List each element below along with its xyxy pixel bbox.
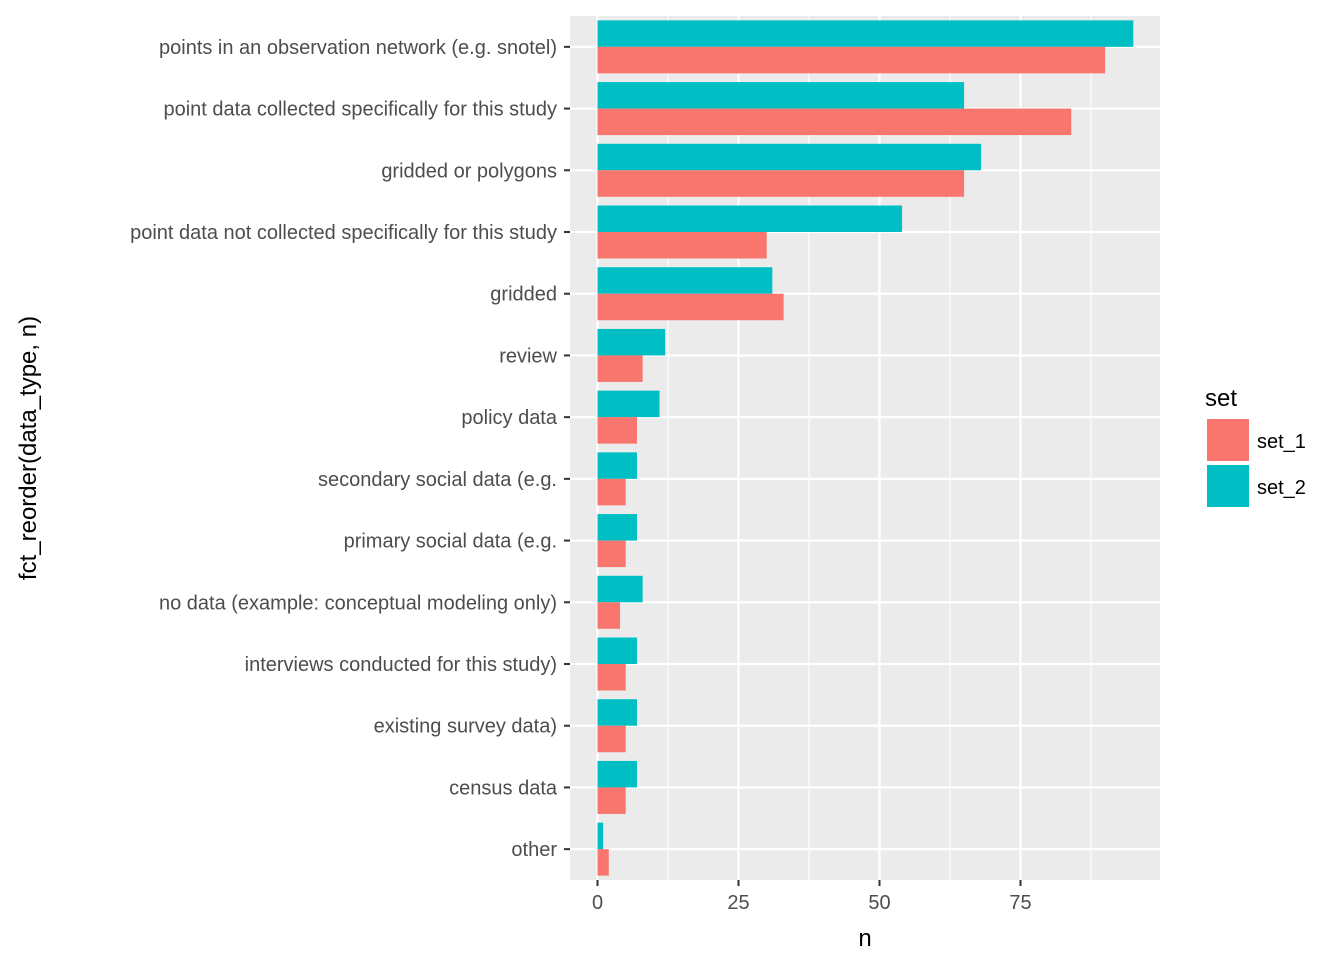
x-axis: 0 25 50 75 [592, 880, 1032, 914]
y-tick-label: gridded or polygons [381, 160, 557, 182]
legend-label: set_1 [1257, 431, 1306, 453]
bar-set_1 [597, 108, 1072, 136]
y-tick-label: census data [449, 777, 558, 799]
bar-set_1 [597, 602, 621, 629]
bar-set_2 [597, 205, 903, 232]
bar-set_2 [597, 267, 773, 294]
x-tick-label: 75 [1009, 892, 1031, 914]
bar-set_1 [597, 478, 626, 506]
bar-set_1 [597, 232, 767, 259]
bar-set_2 [597, 575, 643, 603]
bar-set_2 [597, 822, 604, 850]
legend: set set_1 set_2 [1205, 385, 1306, 507]
legend-title: set [1205, 385, 1237, 412]
y-tick-label: point data collected specifically for th… [163, 99, 557, 121]
y-tick-label: other [511, 839, 557, 861]
legend-key-set_2 [1207, 465, 1249, 507]
bar-set_1 [597, 293, 784, 321]
bar-set_2 [597, 390, 660, 418]
bar-set_1 [597, 725, 626, 753]
bar-set_2 [597, 452, 637, 479]
bar-set_1 [597, 787, 626, 814]
bar-set_1 [597, 664, 626, 691]
x-tick-label: 0 [592, 892, 603, 914]
y-axis: points in an observation network (e.g. s… [130, 37, 570, 861]
y-tick-label: secondary social data (e.g. [318, 469, 557, 491]
y-tick-label: point data not collected specifically fo… [130, 222, 557, 244]
legend-key-set_1 [1207, 419, 1249, 461]
y-tick-label: policy data [461, 407, 557, 429]
bar-set_1 [597, 46, 1106, 74]
bar-set_1 [597, 170, 965, 197]
y-tick-label: no data (example: conceptual modeling on… [159, 592, 557, 614]
bar-set_2 [597, 514, 637, 541]
x-tick-label: 50 [868, 892, 890, 914]
bar-set_2 [597, 760, 637, 788]
bar-set_2 [597, 143, 982, 171]
y-tick-label: points in an observation network (e.g. s… [159, 37, 557, 59]
y-tick-label: review [499, 345, 557, 367]
y-tick-label: gridded [490, 284, 557, 306]
y-tick-label: primary social data (e.g. [344, 531, 557, 553]
bar-set_2 [597, 82, 965, 109]
bar-set_1 [597, 355, 643, 382]
bar-set_1 [597, 417, 637, 444]
bar-set_1 [597, 540, 626, 568]
y-axis-title: fct_reorder(data_type, n) [15, 316, 42, 580]
bar-set_2 [597, 20, 1134, 47]
bar-set_2 [597, 637, 637, 664]
bars [597, 20, 1134, 876]
x-tick-label: 25 [727, 892, 749, 914]
bar-set_2 [597, 699, 637, 726]
y-tick-label: existing survey data) [374, 716, 557, 738]
y-tick-label: interviews conducted for this study) [245, 654, 557, 676]
x-axis-title: n [858, 925, 871, 952]
bar-set_2 [597, 328, 666, 356]
legend-label: set_2 [1257, 477, 1306, 499]
bar-set_1 [597, 849, 609, 876]
